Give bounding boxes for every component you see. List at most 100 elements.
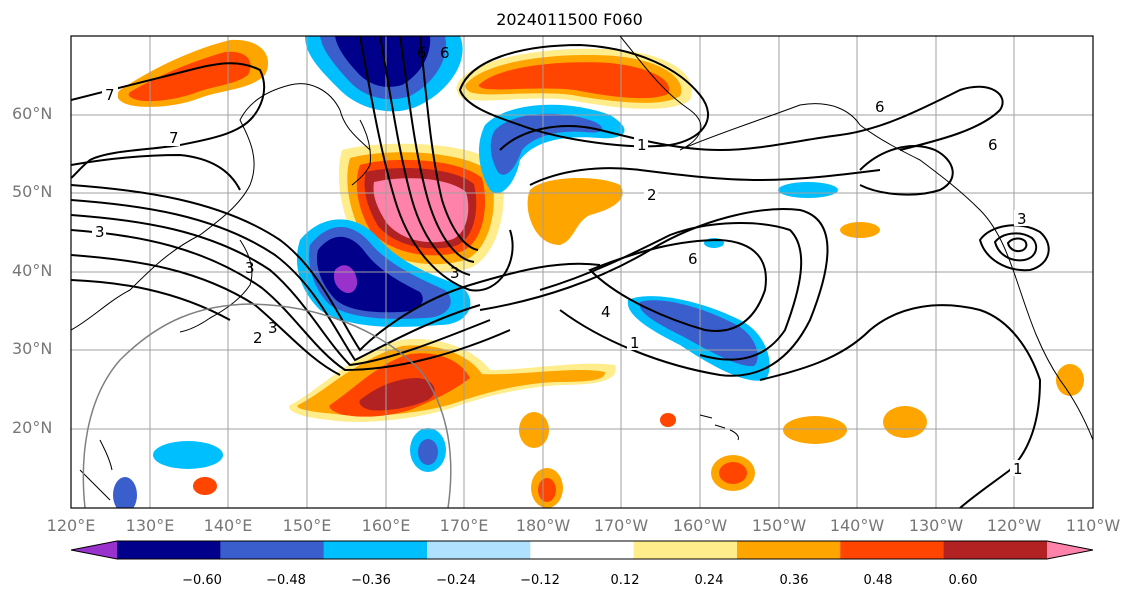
colorbar-extend-min (71, 541, 117, 559)
graticule (71, 36, 1093, 508)
colorbar-frame (70, 540, 1094, 560)
contour-central-1 (479, 208, 829, 377)
contour-label: 2 (253, 329, 263, 347)
shade-blob-1-red (719, 462, 747, 484)
colorbar-segment (117, 541, 221, 559)
lon-label: 140°E (203, 516, 253, 535)
contour-label: 3 (1017, 210, 1027, 228)
contour-label: 4 (601, 303, 611, 321)
contour-label: 1 (637, 136, 647, 154)
lon-label: 110°W (1065, 516, 1121, 535)
colorbar (71, 541, 1093, 559)
coast-alaska (619, 36, 861, 151)
lon-label: 170°W (593, 516, 649, 535)
contour-trough-3 (399, 36, 475, 263)
colorbar-segment (737, 541, 841, 559)
contour-label: 2 (647, 186, 657, 204)
shade-blob-7 (1056, 364, 1084, 396)
shade-positive-central (527, 178, 623, 245)
shade-blob-8 (153, 441, 223, 469)
contour-label: 3 (95, 223, 105, 241)
coast-north-america (859, 124, 1093, 441)
shade-blob-11 (113, 477, 137, 508)
colorbar-tick-label: −0.12 (520, 573, 560, 588)
shade-blob-12 (193, 477, 217, 495)
lon-label: 140°W (829, 516, 885, 535)
colorbar-segment (840, 541, 945, 559)
shade-negative-bering-mid (490, 113, 603, 175)
shade-negative-north-dark (335, 36, 431, 87)
contour-label: 6 (688, 250, 698, 268)
contour-label: 7 (169, 129, 179, 147)
colorbar-tick-label: 0.12 (610, 573, 640, 588)
colorbar-segment (633, 541, 738, 559)
coast-asia (71, 83, 371, 331)
contour-east-1 (859, 145, 954, 196)
contour-labels: 7 7 6 6 1 2 6 6 3 3 3 2 4 1 1 3 3 6 (92, 44, 1028, 478)
colorbar-tick-label: 0.60 (948, 573, 978, 588)
lat-label: 60°N (12, 104, 53, 123)
contour-label: 3 (245, 259, 255, 277)
contour-label: 6 (440, 44, 450, 62)
contour-label: 7 (105, 86, 115, 104)
contour-1 (71, 184, 601, 352)
shade-blob-13 (660, 413, 676, 427)
contour-4 (71, 229, 511, 372)
colorbar-segment (220, 541, 325, 559)
lat-label: 30°N (12, 339, 53, 358)
contour-low-2 (993, 232, 1038, 262)
contour-low-1 (978, 224, 1050, 272)
shade-blob-9-mid (418, 439, 438, 465)
lat-label: 50°N (12, 182, 53, 201)
shade-positive-kamchatka-pink (373, 178, 469, 243)
contour-okhotsk-2 (71, 153, 241, 191)
lon-label: 120°W (986, 516, 1042, 535)
shade-blob-5 (883, 406, 927, 438)
coastlines (71, 36, 1093, 501)
projection-circle (82, 303, 452, 508)
contour-central-3 (588, 238, 767, 332)
contour-label: 1 (630, 334, 640, 352)
coast-japan (179, 239, 253, 333)
contour-trough-4 (419, 36, 479, 251)
map-title: 2024011500 F060 (496, 10, 643, 29)
shade-blob-2-red (538, 478, 556, 502)
colorbar-tick-label: −0.48 (266, 573, 306, 588)
contour-label: 1 (1013, 460, 1023, 478)
colorbar-segment (323, 541, 428, 559)
contour-label: 6 (417, 44, 427, 62)
lon-label: 150°W (751, 516, 807, 535)
contour-label: 3 (450, 264, 460, 282)
lon-label: 130°E (125, 516, 175, 535)
shade-positive-south-dark (359, 378, 435, 411)
shade-blob-4 (783, 416, 847, 444)
lon-label: 160°E (361, 516, 411, 535)
lat-label: 20°N (12, 418, 53, 437)
colorbar-tick-label: 0.36 (779, 573, 809, 588)
colorbar-segment (427, 541, 531, 559)
shade-positive-alaska-red (478, 62, 670, 99)
colorbar-segment (530, 541, 635, 559)
contour-2 (71, 199, 481, 362)
contour-trough-2 (379, 36, 471, 276)
colorbar-tick-label: 0.24 (694, 573, 724, 588)
lat-label: 40°N (12, 261, 53, 280)
colorbar-tick-label: −0.36 (351, 573, 391, 588)
lon-label: 160°W (672, 516, 728, 535)
contour-north-2 (499, 85, 1004, 152)
contour-6 (71, 279, 231, 321)
colorbar-segment (943, 541, 1048, 559)
shade-blob-6 (840, 222, 880, 238)
contour-5 (71, 254, 341, 376)
shade-blob-3 (519, 412, 549, 448)
height-contours (71, 36, 1050, 508)
colorbar-tick-label: −0.60 (182, 573, 222, 588)
anomaly-shading (113, 36, 1084, 508)
lon-label: 180°W (515, 516, 571, 535)
contour-trough-1 (359, 36, 514, 292)
coast-hawaii (699, 414, 739, 441)
contour-north-1 (458, 43, 710, 148)
lon-label: 130°W (908, 516, 964, 535)
contour-okhotsk (71, 62, 266, 179)
contour-label: 6 (875, 98, 885, 116)
